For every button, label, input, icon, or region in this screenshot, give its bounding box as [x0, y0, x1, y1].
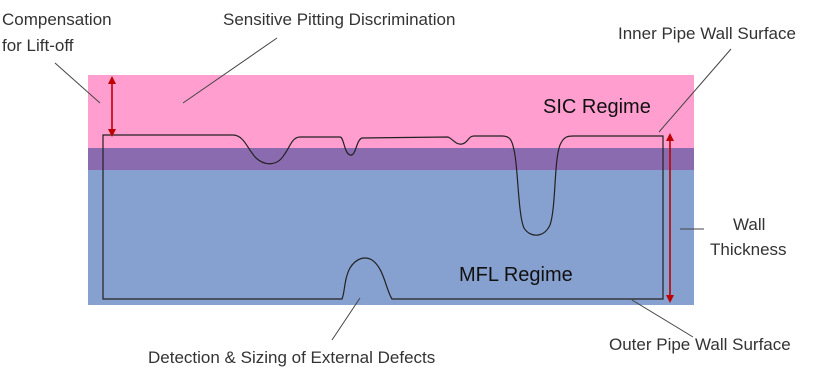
inner-surface-leader [658, 48, 732, 133]
compensation-label-line2: for Lift-off [2, 36, 74, 55]
sensitive-pitting-label: Sensitive Pitting Discrimination [223, 10, 455, 29]
compensation-leader [54, 62, 101, 104]
external-defects-label: Detection & Sizing of External Defects [148, 348, 435, 367]
sic-regime-label: SIC Regime [543, 96, 651, 118]
wall-label-line1: Wall [733, 215, 765, 234]
wall-label-line2: Thickness [710, 240, 787, 259]
inner-surface-label: Inner Pipe Wall Surface [618, 24, 796, 43]
overlap-zone [88, 148, 694, 170]
mfl-zone [88, 170, 694, 305]
sensitive-pitting-leader [182, 37, 278, 104]
external-defects-leader [331, 297, 361, 341]
compensation-label-line1: Compensation [2, 10, 112, 29]
mfl-regime-label: MFL Regime [459, 264, 573, 286]
outer-surface-leader [631, 299, 694, 338]
outer-surface-label: Outer Pipe Wall Surface [609, 335, 791, 354]
pipe-wall-profile [102, 134, 664, 300]
